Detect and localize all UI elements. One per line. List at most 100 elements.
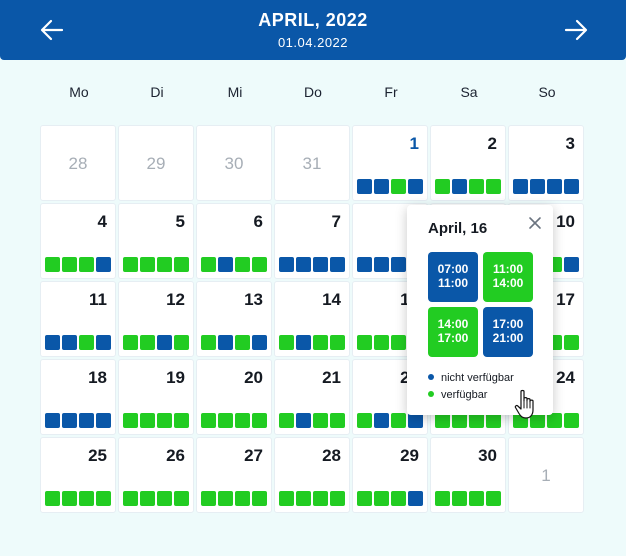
day-cell[interactable]: 6 (196, 203, 272, 279)
day-number: 21 (322, 368, 341, 387)
slot-available (279, 491, 294, 506)
slot-unavailable (157, 335, 172, 350)
slot-indicators (279, 491, 345, 506)
day-cell[interactable]: 29 (118, 125, 194, 201)
weekday-label: So (538, 84, 556, 100)
legend-label: verfügbar (441, 389, 488, 401)
day-cell[interactable]: 19 (118, 359, 194, 435)
day-cell[interactable]: 29 (352, 437, 428, 513)
prev-month-button[interactable] (36, 14, 68, 46)
day-cell[interactable]: 18 (40, 359, 116, 435)
weekday-label: Di (150, 84, 164, 100)
slot-unavailable (564, 257, 579, 272)
slot-available (252, 257, 267, 272)
slot-available (79, 335, 94, 350)
next-month-button[interactable] (560, 14, 592, 46)
popup-close-button[interactable] (527, 215, 543, 231)
calendar-header: APRIL, 2022 01.04.2022 (0, 0, 626, 60)
slot-available (252, 413, 267, 428)
slot-available (469, 491, 484, 506)
day-cell[interactable]: 28 (274, 437, 350, 513)
day-number: 25 (88, 446, 107, 465)
slot-end: 14:00 (492, 276, 524, 290)
day-number: 7 (331, 212, 341, 231)
day-number: 29 (146, 154, 166, 173)
arrow-right-icon (564, 19, 588, 41)
slot-indicators (123, 257, 189, 272)
slot-available (62, 257, 77, 272)
slot-available (357, 335, 372, 350)
slot-indicators (201, 257, 267, 272)
day-number: 30 (478, 446, 497, 465)
day-cell[interactable]: 21 (274, 359, 350, 435)
day-cell[interactable]: 30 (430, 437, 506, 513)
day-number: 24 (556, 368, 575, 387)
day-cell[interactable]: 13 (196, 281, 272, 357)
day-cell[interactable]: 30 (196, 125, 272, 201)
slot-available (530, 413, 545, 428)
slot-unavailable (218, 335, 233, 350)
slot-available (391, 179, 406, 194)
slot-start: 14:00 (437, 317, 469, 331)
day-cell[interactable]: 2 (430, 125, 506, 201)
slot-available (174, 413, 189, 428)
day-cell[interactable]: 1 (352, 125, 428, 201)
day-cell[interactable]: 4 (40, 203, 116, 279)
slot-indicators (357, 179, 423, 194)
slot-unavailable (313, 257, 328, 272)
day-cell[interactable]: 27 (196, 437, 272, 513)
day-cell[interactable]: 31 (274, 125, 350, 201)
day-cell[interactable]: 14 (274, 281, 350, 357)
day-number: 4 (97, 212, 107, 231)
legend-item: verfügbar (428, 389, 487, 401)
day-cell[interactable]: 11 (40, 281, 116, 357)
slot-indicators (123, 413, 189, 428)
slot-available (357, 491, 372, 506)
weekday-label: Mo (69, 84, 89, 100)
slot-available (123, 413, 138, 428)
time-slot-button[interactable]: 07:00 11:00 (428, 252, 478, 302)
weekday-header: Mo Di Mi Do Fr Sa So (40, 84, 586, 104)
legend-item: nicht verfügbar (428, 372, 514, 384)
slot-unavailable (530, 179, 545, 194)
day-cell[interactable]: 25 (40, 437, 116, 513)
slot-available (235, 491, 250, 506)
time-slot-button[interactable]: 11:00 14:00 (483, 252, 533, 302)
day-cell[interactable]: 5 (118, 203, 194, 279)
slot-unavailable (391, 257, 406, 272)
slot-unavailable (62, 335, 77, 350)
day-cell[interactable]: 28 (40, 125, 116, 201)
slot-unavailable (62, 413, 77, 428)
slot-available (486, 179, 501, 194)
slot-unavailable (296, 335, 311, 350)
slot-available (45, 257, 60, 272)
slot-available (174, 257, 189, 272)
day-cell[interactable]: 12 (118, 281, 194, 357)
day-number: 6 (253, 212, 263, 231)
day-cell[interactable]: 1 (508, 437, 584, 513)
time-slot-button[interactable]: 14:00 17:00 (428, 307, 478, 357)
slot-indicators (45, 491, 111, 506)
day-number: 14 (322, 290, 341, 309)
day-cell[interactable]: 20 (196, 359, 272, 435)
slot-available (157, 413, 172, 428)
slot-unavailable (564, 179, 579, 194)
day-number: 20 (244, 368, 263, 387)
slot-unavailable (374, 179, 389, 194)
slot-indicators (201, 491, 267, 506)
day-number: 10 (556, 212, 575, 231)
slot-available (123, 257, 138, 272)
slot-unavailable (252, 335, 267, 350)
time-slot-button[interactable]: 17:00 21:00 (483, 307, 533, 357)
slot-unavailable (79, 413, 94, 428)
slot-available (452, 413, 467, 428)
slot-available (157, 257, 172, 272)
slot-available (486, 491, 501, 506)
day-number: 11 (89, 290, 107, 309)
slot-indicators (357, 491, 423, 506)
day-cell[interactable]: 7 (274, 203, 350, 279)
slot-end: 11:00 (437, 276, 469, 290)
day-cell[interactable]: 26 (118, 437, 194, 513)
day-cell[interactable]: 3 (508, 125, 584, 201)
